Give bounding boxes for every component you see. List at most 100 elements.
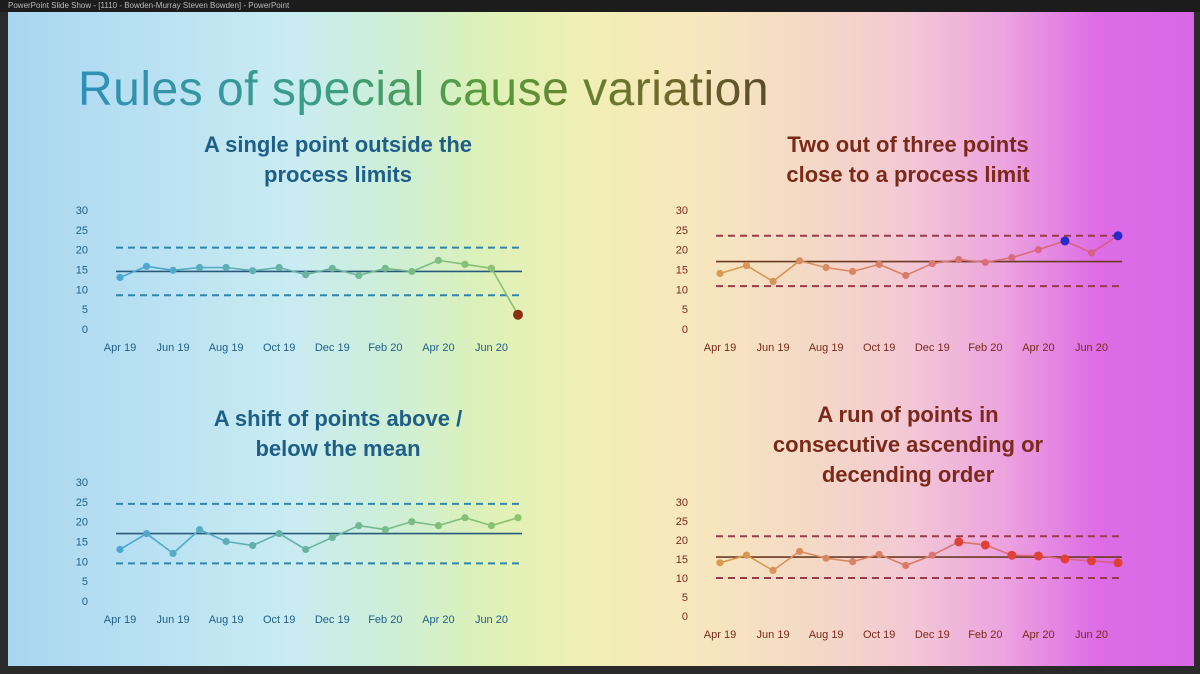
y-tick-label: 20 [76,517,88,529]
data-point [716,269,724,278]
x-tick-label: Apr 19 [104,614,136,626]
x-tick-label: Dec 19 [915,342,950,354]
data-point [487,522,496,530]
y-tick-label: 0 [682,324,688,336]
data-point [822,554,830,562]
series-segment [119,532,147,551]
data-point [434,256,442,264]
data-point [928,259,936,268]
data-point [1060,554,1070,564]
x-tick-label: Aug 19 [209,342,244,354]
data-point [302,545,310,554]
series-segment [146,265,174,272]
y-tick-label: 15 [76,537,88,549]
data-point [513,309,523,320]
x-tick-label: Apr 20 [1022,629,1054,641]
y-tick-label: 5 [682,304,688,316]
y-tick-label: 5 [82,576,88,588]
series-segment [772,260,801,283]
x-tick-label: Dec 19 [915,629,950,641]
y-tick-label: 30 [76,205,88,217]
series-segment [985,544,1013,556]
series-segment [226,266,253,272]
data-point [742,261,751,270]
x-tick-label: Oct 19 [263,342,295,354]
panel-title: Two out of three points close to a proce… [648,130,1168,190]
series-segment [1038,240,1066,251]
x-tick-label: Jun 20 [475,342,508,354]
data-point [381,264,389,272]
series-segment [931,541,960,556]
data-point [142,529,151,538]
series-segment [199,528,227,543]
series-segment [305,536,333,551]
panel-title-line: A shift of points above / [213,406,463,431]
data-point [328,264,336,272]
data-point [116,545,124,554]
data-point [849,267,857,276]
data-point [275,529,283,538]
data-point [902,561,910,570]
x-tick-label: Aug 19 [209,614,244,626]
series-segment [852,263,880,273]
x-tick-label: Jun 20 [1075,342,1108,354]
series-segment [905,554,933,567]
series-segment [252,532,280,547]
x-tick-label: Oct 19 [863,342,895,354]
x-tick-label: Feb 20 [368,614,402,626]
y-tick-label: 5 [682,592,688,604]
data-point [381,526,389,534]
series-segment [490,267,519,316]
series-segment [358,267,386,277]
x-tick-label: Oct 19 [263,614,295,626]
data-point [355,522,363,530]
y-tick-label: 15 [676,265,688,277]
y-tick-label: 30 [76,477,88,489]
data-point [981,258,989,266]
data-point [742,551,751,559]
chart-single-point: 0 5 10 15 20 25 30 Apr 19 Jun 19 Aug 19 Oct 19 Dec … [76,205,523,354]
series-segment [172,529,201,554]
series-segment [331,524,360,539]
y-tick-label: 0 [82,324,88,336]
series-segment [226,540,253,547]
panel-title-line: process limits [264,162,412,187]
panel-title-line: close to a process limit [786,162,1030,187]
series-segment [878,553,907,567]
data-point [116,273,124,282]
data-point [222,263,230,272]
series-segment [719,554,747,564]
series-segment [826,266,853,273]
y-tick-label: 10 [676,284,688,296]
series-segment [826,557,853,563]
data-point [249,267,257,275]
data-point [822,263,830,272]
data-point [1087,249,1096,257]
x-tick-label: Jun 20 [1075,629,1108,641]
x-tick-label: Jun 20 [475,614,508,626]
data-point [955,255,963,264]
x-tick-label: Apr 20 [422,342,454,354]
x-tick-label: Aug 19 [809,629,844,641]
x-tick-label: Aug 19 [809,342,844,354]
data-point [434,522,442,530]
data-point [1007,550,1017,560]
panel-title: A single point outside the process limit… [68,130,608,190]
x-tick-label: Jun 19 [757,342,790,354]
data-point [196,263,204,272]
data-point [461,514,469,522]
y-tick-label: 25 [676,225,688,237]
y-tick-label: 0 [82,596,88,608]
x-tick-label: Apr 20 [1022,342,1054,354]
series-segment [146,532,174,555]
series-segment [799,259,827,269]
data-point [169,266,177,274]
series-segment [411,520,439,527]
window-title: PowerPoint Slide Show - [1110 - Bowden-M… [8,1,290,10]
data-point [302,271,310,279]
series-segment [878,263,907,277]
data-point [328,533,336,542]
series-segment [332,267,360,277]
series-segment [464,516,492,527]
data-point [222,537,230,546]
